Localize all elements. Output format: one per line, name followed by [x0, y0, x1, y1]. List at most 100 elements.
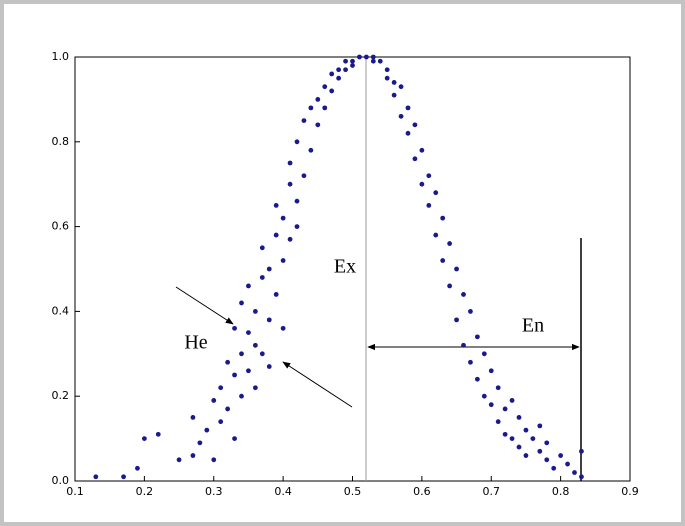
point — [259, 245, 265, 251]
point — [211, 457, 217, 463]
point — [294, 198, 300, 204]
point — [273, 292, 279, 297]
point — [474, 334, 480, 340]
y-tick-label: 0.8 — [52, 135, 70, 148]
point — [481, 351, 487, 357]
point — [252, 385, 258, 391]
point — [121, 474, 126, 480]
point — [287, 181, 293, 187]
point — [301, 173, 307, 179]
y-tick-label: 0.0 — [52, 474, 70, 487]
point — [239, 351, 244, 357]
point — [461, 292, 466, 297]
x-tick-label: 0.9 — [621, 485, 639, 498]
point — [391, 80, 397, 85]
point — [447, 283, 453, 289]
point — [537, 423, 543, 429]
point — [523, 427, 529, 433]
point — [357, 54, 362, 60]
point — [363, 54, 369, 60]
point — [488, 402, 494, 408]
point — [141, 436, 147, 441]
point — [405, 130, 411, 136]
point — [336, 75, 342, 81]
point — [322, 84, 328, 90]
point — [155, 431, 161, 437]
point — [350, 58, 355, 64]
point — [516, 444, 522, 450]
point — [502, 431, 508, 437]
point — [412, 122, 418, 128]
annotation: He — [184, 332, 207, 354]
point — [280, 258, 286, 263]
point — [259, 351, 265, 357]
point — [266, 364, 272, 369]
point — [447, 241, 453, 246]
point — [294, 139, 300, 145]
point — [239, 393, 244, 399]
y-tick-label: 0.4 — [52, 304, 70, 317]
point — [495, 385, 501, 391]
point — [468, 309, 473, 314]
x-tick-label: 0.6 — [413, 485, 431, 498]
point — [370, 54, 376, 60]
point — [322, 105, 328, 111]
point — [252, 309, 258, 314]
point — [315, 97, 321, 102]
point — [315, 122, 321, 128]
point — [218, 385, 224, 391]
he-arrow — [282, 361, 353, 408]
point — [329, 71, 335, 77]
point — [225, 406, 231, 412]
point — [176, 457, 182, 463]
y-tick-label: 1.0 — [52, 50, 70, 63]
point — [572, 470, 577, 475]
point — [502, 406, 508, 412]
point — [544, 440, 550, 446]
x-tick-label: 0.8 — [552, 485, 570, 498]
point — [405, 105, 411, 111]
point — [426, 173, 432, 179]
point — [398, 113, 404, 119]
point — [579, 448, 584, 454]
point — [232, 372, 237, 378]
point — [398, 84, 404, 90]
point — [190, 415, 196, 420]
point — [495, 419, 501, 425]
point — [308, 105, 314, 111]
point — [225, 359, 231, 365]
point — [350, 63, 355, 68]
point — [391, 92, 397, 98]
point — [412, 156, 418, 162]
point — [246, 368, 251, 374]
point — [273, 232, 279, 238]
point — [509, 436, 515, 441]
point — [544, 457, 550, 463]
point — [481, 393, 487, 399]
point — [509, 398, 515, 403]
point — [273, 203, 279, 208]
point — [488, 368, 494, 374]
point — [468, 359, 473, 365]
point — [232, 436, 237, 441]
point — [565, 461, 570, 467]
point — [370, 58, 376, 64]
x-tick-label: 0.4 — [274, 485, 292, 498]
x-tick-label: 0.1 — [66, 485, 84, 498]
point — [266, 317, 272, 323]
point — [239, 300, 244, 306]
point — [287, 236, 293, 242]
point — [343, 67, 348, 73]
point — [294, 224, 300, 230]
point — [377, 58, 383, 64]
point — [232, 325, 237, 331]
annotation: En — [522, 315, 544, 337]
x-tick-label: 0.7 — [483, 485, 501, 498]
point — [246, 283, 251, 289]
point — [433, 190, 439, 196]
point — [211, 398, 217, 403]
point — [454, 317, 459, 323]
point — [558, 453, 564, 458]
